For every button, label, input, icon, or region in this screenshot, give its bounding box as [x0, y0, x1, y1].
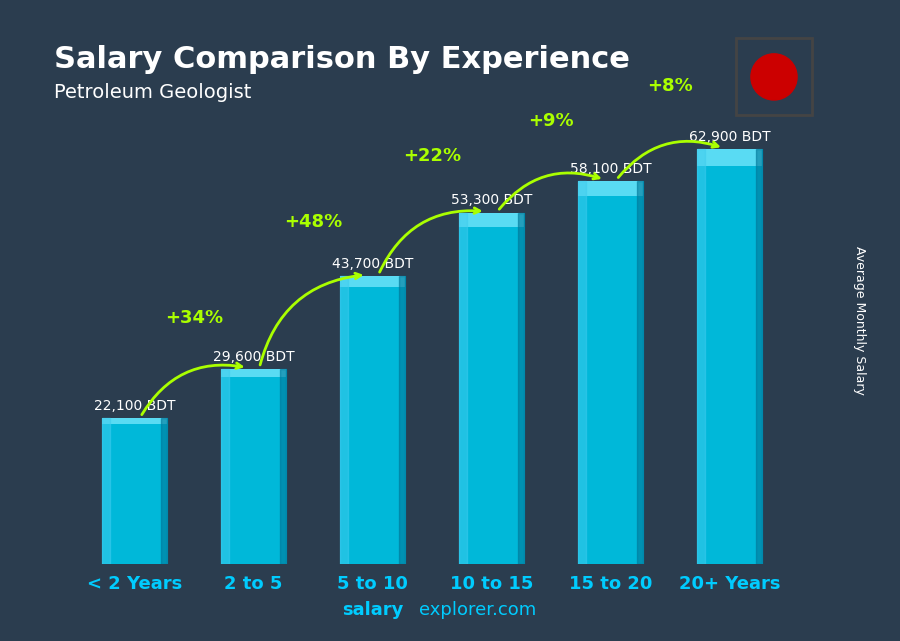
Text: 53,300 BDT: 53,300 BDT [451, 194, 532, 208]
Text: +34%: +34% [165, 310, 223, 328]
Bar [697, 149, 762, 564]
Text: explorer.com: explorer.com [418, 601, 536, 619]
Bar [578, 181, 644, 564]
Bar [399, 276, 405, 564]
Text: 43,700 BDT: 43,700 BDT [332, 256, 413, 271]
Bar [756, 149, 762, 564]
Text: 62,900 BDT: 62,900 BDT [688, 130, 770, 144]
Bar [220, 369, 286, 564]
Circle shape [751, 54, 797, 100]
Text: +22%: +22% [403, 147, 461, 165]
Bar [459, 213, 466, 564]
Bar [220, 369, 286, 377]
Bar [459, 213, 524, 564]
Bar [578, 181, 586, 564]
Bar [340, 276, 347, 564]
Text: Average Monthly Salary: Average Monthly Salary [853, 246, 866, 395]
Bar [636, 181, 644, 564]
Bar [160, 419, 167, 564]
Text: Salary Comparison By Experience: Salary Comparison By Experience [54, 45, 630, 74]
Bar [697, 149, 705, 564]
Text: +9%: +9% [528, 112, 574, 129]
Bar [340, 276, 405, 564]
Bar [102, 419, 167, 564]
Text: +8%: +8% [647, 77, 693, 95]
Bar [280, 369, 286, 564]
Text: 29,600 BDT: 29,600 BDT [212, 349, 294, 363]
Bar [102, 419, 110, 564]
Text: 58,100 BDT: 58,100 BDT [570, 162, 652, 176]
Bar [578, 181, 644, 196]
Bar [102, 419, 167, 424]
Text: +48%: +48% [284, 213, 342, 231]
Text: salary: salary [342, 601, 403, 619]
Bar [340, 276, 405, 287]
Bar [220, 369, 229, 564]
Bar [697, 149, 762, 166]
Text: 22,100 BDT: 22,100 BDT [94, 399, 176, 413]
Bar [518, 213, 525, 564]
Bar [459, 213, 524, 227]
Text: Petroleum Geologist: Petroleum Geologist [54, 83, 251, 103]
